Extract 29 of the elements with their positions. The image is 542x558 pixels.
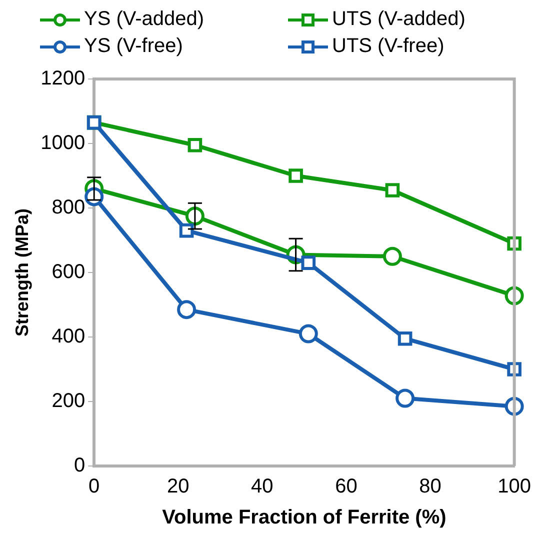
point <box>179 223 194 238</box>
point <box>177 300 196 320</box>
legend-label: YS (V-added) <box>84 8 204 30</box>
point <box>188 138 202 152</box>
x-tick-label: 80 <box>419 476 442 498</box>
x-tick-label: 20 <box>167 476 190 498</box>
point <box>288 168 303 183</box>
point <box>385 183 400 198</box>
legend-label: UTS (V-free) <box>332 35 444 57</box>
legend-label: UTS (V-added) <box>332 8 466 30</box>
y-tick-label: 200 <box>52 390 86 412</box>
y-tick-label: 1200 <box>40 68 86 90</box>
y-tick-label: 800 <box>52 196 86 219</box>
y-tick-label: 600 <box>52 261 86 284</box>
x-tick-label: 100 <box>498 476 532 498</box>
y-tick-label: 400 <box>52 326 86 348</box>
point <box>382 246 402 266</box>
point <box>396 388 415 408</box>
x-tick-label: 40 <box>251 476 274 498</box>
point <box>298 324 318 344</box>
y-tick-label: 1000 <box>40 132 86 154</box>
point <box>301 256 316 270</box>
x-axis-title: Volume Fraction of Ferrite (%) <box>162 506 446 529</box>
point <box>398 331 412 346</box>
y-tick-label: 0 <box>74 454 86 477</box>
x-tick-label: 60 <box>335 476 358 498</box>
y-axis-title: Strength (MPa) <box>12 208 32 336</box>
x-tick-label: 0 <box>88 476 100 498</box>
legend-label: YS (V-free) <box>84 35 183 57</box>
